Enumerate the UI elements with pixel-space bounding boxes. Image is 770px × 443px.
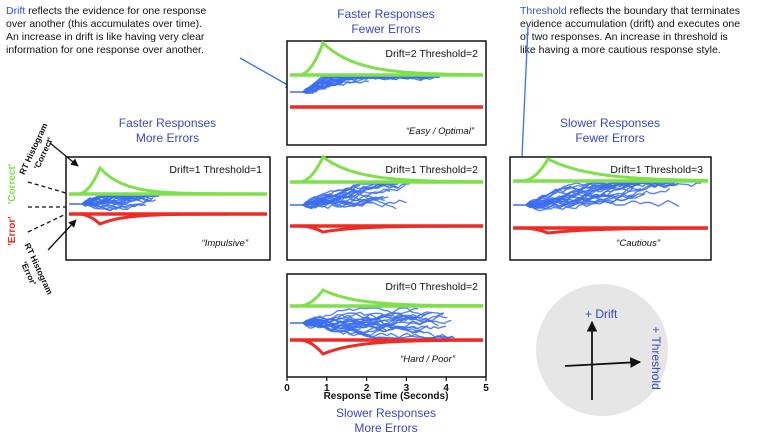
panel-baseline: Drift=1 Threshold=2	[286, 154, 487, 261]
panel-label: “Impulsive”	[202, 238, 249, 249]
panel-label: “Easy / Optimal”	[406, 126, 475, 137]
random-walk-path	[302, 321, 455, 339]
x-axis-label: Response Time (Seconds)	[324, 391, 449, 402]
correct-rt-histogram	[521, 157, 708, 183]
threshold-note-line: like having a more cautious response sty…	[520, 44, 721, 56]
error-rt-histogram	[298, 338, 483, 356]
panel-params: Drift=1 Threshold=2	[385, 164, 478, 176]
caption-easy: Faster Responses Fewer Errors	[337, 7, 435, 36]
panel-cautious: Drift=1 Threshold=3 “Cautious”	[509, 156, 712, 261]
threshold-axis-arrow	[564, 357, 642, 368]
random-walks	[290, 183, 410, 210]
dash-error	[27, 213, 67, 233]
correct-rt-histogram	[298, 40, 483, 77]
panel-easy-optimal: Drift=2 Threshold=2 “Easy / Optimal”	[286, 40, 487, 146]
drift-note-line: over another (this accumulates over time…	[6, 18, 203, 30]
threshold-note: Threshold reflects the boundary that ter…	[520, 5, 768, 57]
random-walk-path	[81, 195, 126, 206]
threshold-keyword: Threshold	[520, 5, 567, 17]
random-walk-path	[302, 321, 429, 336]
x-axis: 0 1 2 3 4 5 Response Time (Seconds)	[284, 377, 489, 402]
random-walks	[69, 195, 160, 212]
dash-correct	[27, 181, 67, 194]
parameter-legend: + Drift + Threshold	[536, 284, 668, 416]
drift-note-line: An increase in drift is like having very…	[6, 31, 205, 43]
panel-label: “Cautious”	[616, 238, 661, 249]
error-side-label: 'Error'	[7, 216, 18, 245]
x-tick-label: 3	[404, 383, 410, 394]
random-walk-path	[302, 199, 407, 208]
random-walks	[290, 76, 440, 95]
x-tick-label: 1	[324, 383, 330, 394]
random-walk-path	[302, 197, 397, 210]
threshold-axis-label: + Threshold	[649, 326, 663, 390]
random-walk-path	[525, 182, 639, 206]
error-hist-arrow	[47, 219, 77, 251]
random-walk-path	[81, 203, 143, 211]
drift-axis-label: + Drift	[585, 307, 618, 321]
x-tick-label: 2	[364, 383, 370, 394]
x-tick-label: 5	[483, 383, 489, 394]
random-walk-path	[302, 183, 384, 206]
panel-hard-poor: Drift=0 Threshold=2 “Hard / Poor”	[286, 273, 487, 378]
caption-hard: Slower Responses More Errors	[335, 406, 437, 435]
random-walk-path	[302, 183, 396, 206]
random-walk-path	[525, 199, 680, 212]
threshold-arrow	[517, 25, 529, 179]
rt-hist-error-label: RT Histogram 'Error'	[19, 241, 55, 296]
correct-rt-histogram	[77, 165, 266, 196]
random-walk-path	[526, 182, 630, 207]
random-walk-path	[302, 76, 375, 93]
panel-params: Drift=0 Threshold=2	[385, 281, 478, 293]
threshold-note-line: reflects the boundary that terminates	[566, 5, 741, 17]
panel-params: Drift=2 Threshold=2	[385, 48, 478, 60]
panel-frame	[286, 40, 487, 146]
correct-hist-arrow	[49, 142, 79, 167]
rt-hist-correct-label: RT Histogram 'Correct'	[17, 121, 55, 176]
panel-params: Drift=1 Threshold=3	[610, 164, 703, 176]
error-rt-histogram	[299, 224, 483, 234]
random-walks	[290, 307, 455, 339]
random-walk-path	[302, 314, 418, 330]
panel-frame	[286, 156, 487, 261]
drift-note-line: reflects the evidence for one response	[25, 5, 207, 17]
error-rt-histogram	[77, 212, 266, 226]
caption-cautious: Slower Responses Fewer Errors	[559, 116, 661, 145]
random-walk-path	[303, 183, 399, 206]
random-walk-path	[81, 196, 129, 210]
drift-note: Drift reflects the evidence for one resp…	[6, 5, 256, 57]
correct-side-label: 'Correct'	[7, 164, 18, 204]
panel-impulsive: Drift=1 Threshold=1 “Impulsive”	[65, 156, 271, 261]
random-walk-path	[525, 187, 634, 210]
random-walk-path	[302, 76, 396, 93]
correct-rt-histogram	[298, 154, 483, 184]
random-walk-path	[525, 192, 637, 207]
x-tick-label: 4	[443, 383, 449, 394]
threshold-note-line: of two responses. An increase in thresho…	[520, 31, 728, 43]
correct-rt-histogram	[298, 288, 484, 308]
drift-note-line: information for one response over anothe…	[6, 44, 204, 56]
threshold-note-line: evidence accumulation (drift) and execut…	[520, 18, 741, 30]
error-rt-histogram	[522, 226, 708, 235]
drift-keyword: Drift	[6, 5, 26, 17]
random-walk-path	[81, 195, 155, 207]
legend-circle	[536, 284, 668, 416]
drift-arrow	[239, 57, 294, 89]
random-walks	[513, 182, 702, 212]
x-tick-label: 0	[284, 383, 290, 394]
caption-impulsive: Faster Responses More Errors	[118, 116, 217, 145]
panel-label: “Hard / Poor”	[400, 354, 456, 365]
random-walk-path	[302, 310, 432, 326]
random-walk-path	[81, 198, 139, 205]
panel-params: Drift=1 Threshold=1	[169, 164, 262, 176]
